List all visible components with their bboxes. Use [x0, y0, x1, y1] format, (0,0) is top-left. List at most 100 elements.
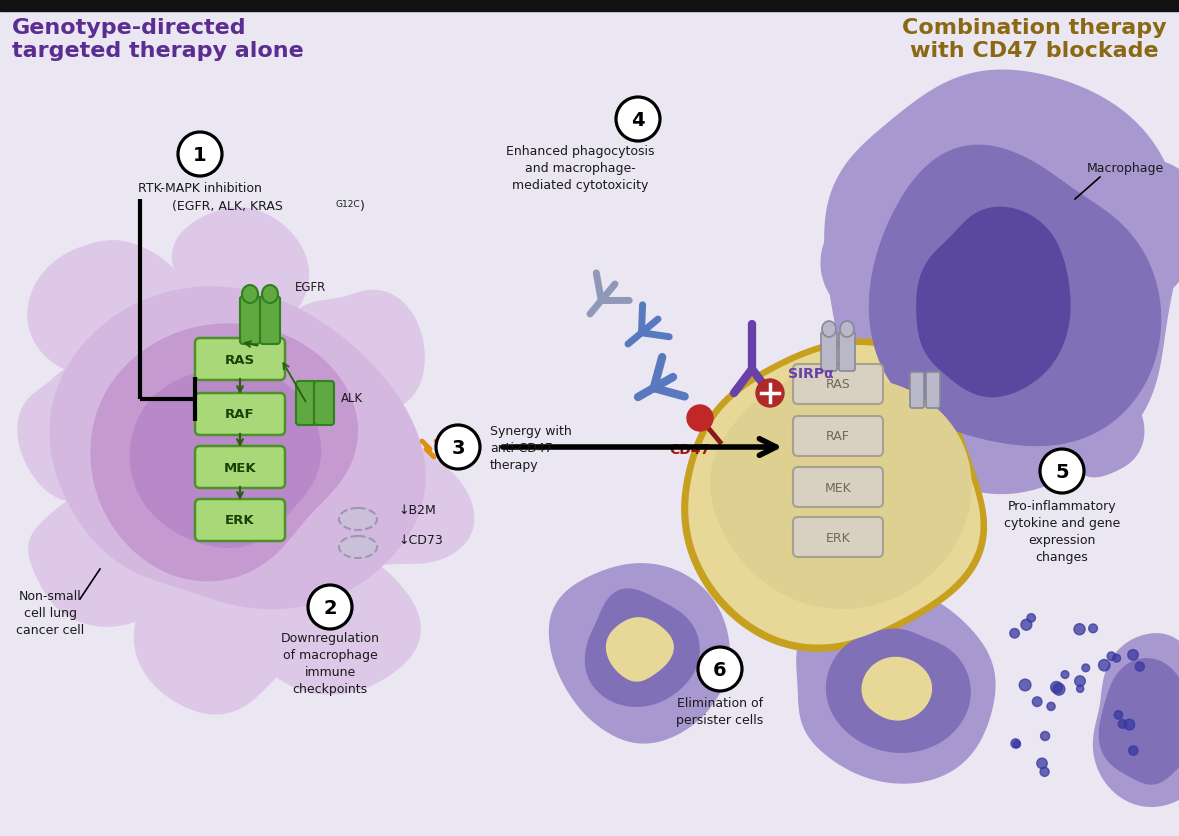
Text: ERK: ERK	[225, 514, 255, 527]
FancyBboxPatch shape	[793, 364, 883, 405]
Ellipse shape	[340, 508, 377, 530]
Polygon shape	[18, 367, 166, 502]
Text: 5: 5	[1055, 462, 1069, 481]
FancyBboxPatch shape	[926, 373, 940, 409]
Text: Genotype-directed
targeted therapy alone: Genotype-directed targeted therapy alone	[12, 18, 304, 61]
Text: Downregulation
of macrophage
immune
checkpoints: Downregulation of macrophage immune chec…	[281, 631, 380, 696]
FancyBboxPatch shape	[195, 499, 285, 542]
Text: MEK: MEK	[224, 461, 256, 474]
Polygon shape	[51, 288, 426, 609]
Circle shape	[1027, 614, 1035, 622]
Polygon shape	[131, 369, 321, 548]
Ellipse shape	[262, 286, 278, 303]
Polygon shape	[322, 433, 474, 564]
FancyBboxPatch shape	[821, 333, 837, 371]
Polygon shape	[826, 630, 970, 752]
Polygon shape	[689, 346, 980, 644]
Circle shape	[1128, 650, 1138, 660]
Polygon shape	[28, 483, 173, 626]
Circle shape	[1113, 655, 1120, 662]
Circle shape	[1050, 681, 1062, 693]
Circle shape	[615, 98, 660, 142]
Circle shape	[1040, 767, 1049, 777]
Circle shape	[1128, 746, 1138, 756]
Ellipse shape	[340, 537, 377, 558]
Circle shape	[1013, 741, 1021, 748]
FancyBboxPatch shape	[793, 517, 883, 558]
Polygon shape	[825, 71, 1179, 494]
Polygon shape	[606, 618, 673, 681]
Circle shape	[1124, 719, 1134, 730]
Polygon shape	[904, 139, 1001, 252]
Polygon shape	[172, 209, 309, 329]
Polygon shape	[134, 568, 292, 714]
Text: 2: 2	[323, 598, 337, 617]
Text: Pro-inflammatory
cytokine and gene
expression
changes: Pro-inflammatory cytokine and gene expre…	[1003, 499, 1120, 563]
Text: MEK: MEK	[824, 481, 851, 494]
Text: ↓B2M: ↓B2M	[399, 503, 436, 516]
Polygon shape	[870, 146, 1160, 446]
Polygon shape	[1065, 160, 1179, 308]
Text: SIRPα: SIRPα	[788, 366, 834, 380]
Text: 3: 3	[452, 438, 465, 457]
FancyBboxPatch shape	[910, 373, 924, 409]
Text: RAF: RAF	[225, 408, 255, 421]
Circle shape	[1082, 664, 1089, 672]
Polygon shape	[278, 291, 424, 422]
FancyBboxPatch shape	[195, 446, 285, 488]
Circle shape	[1107, 652, 1115, 660]
FancyBboxPatch shape	[296, 381, 316, 426]
FancyBboxPatch shape	[793, 416, 883, 456]
Text: ERK: ERK	[825, 531, 850, 544]
Text: 6: 6	[713, 660, 726, 679]
Text: G12C: G12C	[335, 200, 360, 209]
Text: ALK: ALK	[341, 391, 363, 404]
Text: RAF: RAF	[826, 430, 850, 443]
Ellipse shape	[839, 322, 854, 338]
Ellipse shape	[822, 322, 836, 338]
Polygon shape	[862, 658, 931, 720]
Ellipse shape	[242, 286, 258, 303]
Circle shape	[1076, 686, 1084, 692]
Circle shape	[1010, 629, 1020, 638]
Circle shape	[1135, 662, 1145, 671]
Text: EGFR: EGFR	[295, 280, 327, 293]
Text: RTK-MAPK inhibition: RTK-MAPK inhibition	[138, 181, 262, 195]
Polygon shape	[1094, 634, 1179, 807]
Circle shape	[1114, 711, 1122, 719]
FancyBboxPatch shape	[195, 394, 285, 436]
Circle shape	[1033, 697, 1042, 706]
Polygon shape	[917, 208, 1069, 397]
FancyBboxPatch shape	[261, 297, 279, 344]
Text: RAS: RAS	[825, 378, 850, 391]
Text: ↓CD73: ↓CD73	[399, 533, 443, 546]
Circle shape	[308, 585, 353, 630]
Text: (EGFR, ALK, KRAS: (EGFR, ALK, KRAS	[172, 200, 283, 212]
Circle shape	[1075, 676, 1086, 686]
Text: RAS: RAS	[225, 353, 255, 366]
Text: ): )	[360, 200, 364, 212]
Circle shape	[1099, 660, 1109, 671]
Text: Enhanced phagocytosis
and macrophage-
mediated cytotoxicity: Enhanced phagocytosis and macrophage- me…	[506, 145, 654, 191]
Circle shape	[1088, 624, 1098, 633]
Polygon shape	[1100, 659, 1179, 784]
Polygon shape	[586, 589, 699, 706]
Circle shape	[698, 647, 742, 691]
Text: Macrophage: Macrophage	[1086, 162, 1164, 175]
Polygon shape	[248, 551, 420, 694]
Polygon shape	[822, 213, 916, 313]
FancyBboxPatch shape	[839, 333, 855, 371]
FancyBboxPatch shape	[241, 297, 261, 344]
Circle shape	[436, 426, 480, 470]
Text: Synergy with
anti-CD47
therapy: Synergy with anti-CD47 therapy	[490, 424, 572, 471]
Polygon shape	[1046, 376, 1144, 477]
Text: 4: 4	[631, 110, 645, 130]
Circle shape	[1074, 624, 1085, 635]
Circle shape	[1040, 450, 1084, 493]
Polygon shape	[797, 589, 995, 783]
Circle shape	[178, 133, 222, 176]
FancyBboxPatch shape	[793, 467, 883, 507]
Circle shape	[1053, 684, 1065, 696]
FancyBboxPatch shape	[314, 381, 334, 426]
Circle shape	[1019, 680, 1030, 691]
